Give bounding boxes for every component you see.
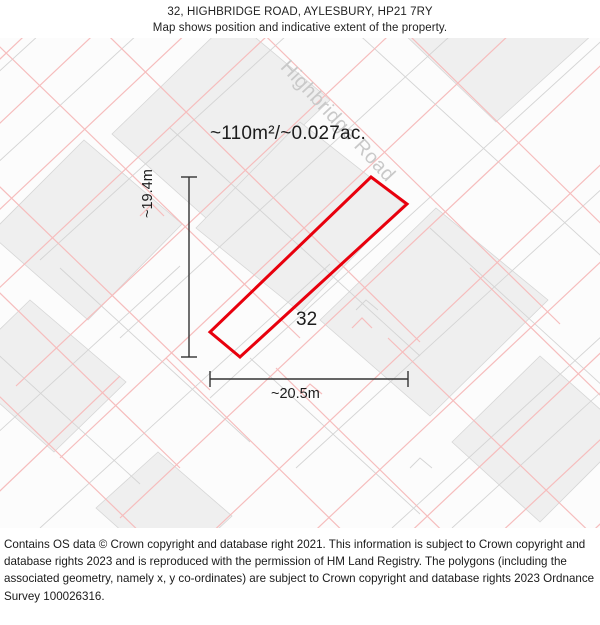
- map-vector-layer: [0, 38, 600, 528]
- header: 32, HIGHBRIDGE ROAD, AYLESBURY, HP21 7RY…: [0, 0, 600, 38]
- copyright-notice: Contains OS data © Crown copyright and d…: [4, 538, 595, 603]
- property-plot-outline[interactable]: [207, 175, 410, 359]
- building-detail-lines: [355, 299, 433, 469]
- page-subtitle: Map shows position and indicative extent…: [152, 22, 448, 34]
- dimension-line-horizontal: [209, 371, 409, 387]
- parcel-detail-lines: [139, 203, 373, 395]
- building-fills: [0, 38, 600, 528]
- dimension-line-vertical: [181, 176, 197, 358]
- page-title: 32, HIGHBRIDGE ROAD, AYLESBURY, HP21 7RY: [167, 6, 433, 18]
- footer: Contains OS data © Crown copyright and d…: [0, 530, 600, 625]
- map-canvas[interactable]: Highbridge Road ~110m²/~0.027ac. 32 ~19.…: [0, 38, 600, 528]
- parcel-lines-secondary: [0, 38, 600, 528]
- parcel-lines-primary: [0, 38, 600, 528]
- building-outlines: [0, 38, 600, 528]
